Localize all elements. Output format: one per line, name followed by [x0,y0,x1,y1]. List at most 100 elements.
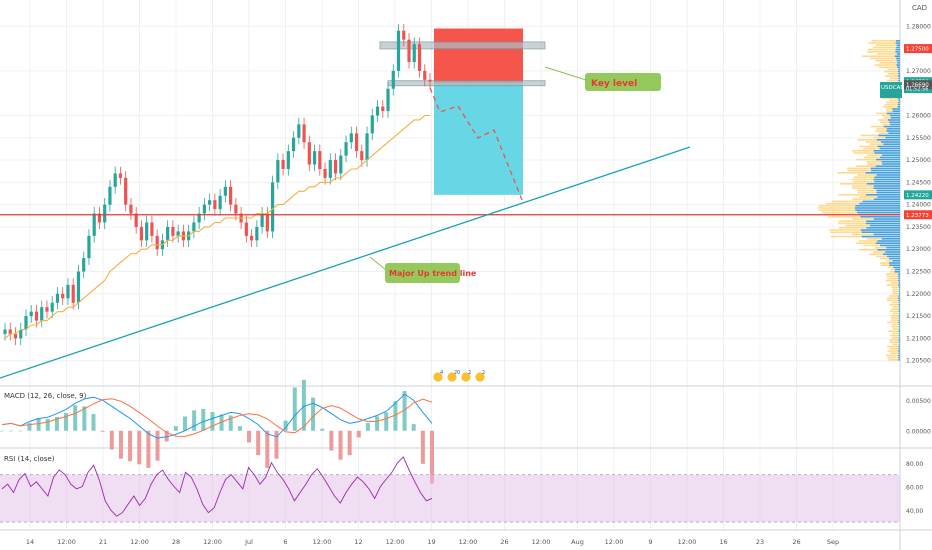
candle-body [40,307,44,321]
candle-body [250,235,254,241]
price-tick-label: 1.25000 [906,157,931,164]
time-tick-label: 12:00 [57,538,76,546]
candle-body [323,168,327,178]
candle-body [328,160,332,178]
rsi-pane: RSI (14, close) 80.00 60.00 40.00 [0,455,923,523]
candlestick-series [3,24,432,346]
key-level-box-upper[interactable] [379,41,546,50]
candle-body [349,133,353,143]
rsi-band [0,474,900,523]
forecast-path [429,87,523,201]
candle-body [302,124,306,143]
candle-body [145,222,149,241]
macd-hist-bar [356,430,361,438]
candle-body [344,142,348,156]
candle-body [176,231,180,236]
macd-tick-label: 0.00500 [906,398,931,405]
macd-hist-bar [73,405,78,431]
price-badge-label: 1.26690 [906,83,929,89]
candle-body [307,142,311,165]
candle-body [129,204,133,214]
macd-hist-bar [36,418,41,431]
rsi-tick-label: 60.00 [906,485,923,492]
time-tick-label: Jul [244,538,253,546]
take-profit-zone[interactable] [434,82,523,195]
macd-hist-bar [384,412,389,431]
symbol-label: USDCAD [881,85,905,91]
candle-body [260,213,264,227]
candle-body [19,329,23,339]
candle-body [192,222,196,232]
time-tick-label: 26 [500,538,508,546]
candle-body [166,226,170,241]
event-badge-count: 2 [482,370,485,376]
candle-body [61,293,65,299]
candle-body [208,200,212,205]
time-tick-label: 16 [719,538,727,546]
candle-body [124,177,128,205]
macd-hist-bar [82,406,87,431]
macd-hist-bar [27,423,32,431]
time-tick-label: 23 [756,538,764,546]
candle-body [423,70,427,80]
price-tick-label: 1.20500 [906,358,931,365]
price-badge [904,80,932,90]
candle-body [87,235,91,259]
rsi-line [1,456,433,517]
event-badge-icon[interactable] [474,371,486,383]
macd-hist-bar [301,379,306,431]
price-tick-label: 1.24500 [906,179,931,186]
candle-body [66,284,70,299]
price-tick-label: 1.22000 [906,291,931,298]
candle-body [370,115,374,134]
macd-hist-bar [182,416,187,431]
time-tick-label: 12:00 [605,538,624,546]
event-badge-icon[interactable] [432,371,444,383]
major-up-trend-line[interactable] [0,146,691,379]
stop-loss-zone[interactable] [434,28,523,83]
event-badge-icon[interactable] [446,371,458,383]
key-level-box-lower[interactable] [387,80,546,87]
candle-body [150,222,154,236]
rsi-label: RSI (14, close) [4,455,55,463]
macd-hist-bar [54,417,59,431]
key-level-label-box [585,73,661,91]
symbol-price-badge: USDCAD [880,82,905,98]
time-tick-label: 12:00 [386,538,405,546]
candle-body [318,151,322,169]
macd-hist-bar [365,423,370,431]
macd-label: MACD (12, 26, close, 9) [4,392,87,400]
macd-hist-bar [0,430,4,432]
candle-body [265,213,269,232]
macd-hist-bar [375,416,380,431]
key-level-label: Key level [591,79,637,89]
macd-hist-bar [109,430,114,450]
candle-body [202,204,206,214]
macd-hist-bar [18,430,23,432]
macd-hist-bar [237,426,242,431]
price-tick-label: 1.23000 [906,246,931,253]
macd-hist-bar [247,430,252,443]
macd-line [1,393,433,439]
candle-body [412,44,416,62]
price-badge [904,210,932,220]
candle-body [333,160,338,174]
moving-average-line [4,114,430,339]
time-axis[interactable]: 14 12:00 21 12:00 28 12:00 Jul 6 12:00 12 12:00 19 1… [26,538,839,546]
event-badge-count: 2 [468,370,471,376]
macd-hist-bar [219,414,224,431]
price-tick-label: 1.26000 [906,112,931,119]
event-badge-icon[interactable] [460,371,472,383]
macd-hist-bar [347,430,352,456]
macd-hist-bar [64,412,69,431]
candle-body [223,186,227,196]
macd-hist-bar [393,401,398,431]
candle-body [270,182,275,232]
currency-label: CAD [912,4,927,12]
trend-line-label: Major Up trend line [389,269,477,278]
candle-body [229,186,233,205]
macd-hist-bar [210,411,215,431]
price-axis[interactable]: CAD 1.28000 1.27000 1.26000 1.25500 1.25000 1… [906,4,931,365]
macd-hist-bar [411,424,416,431]
